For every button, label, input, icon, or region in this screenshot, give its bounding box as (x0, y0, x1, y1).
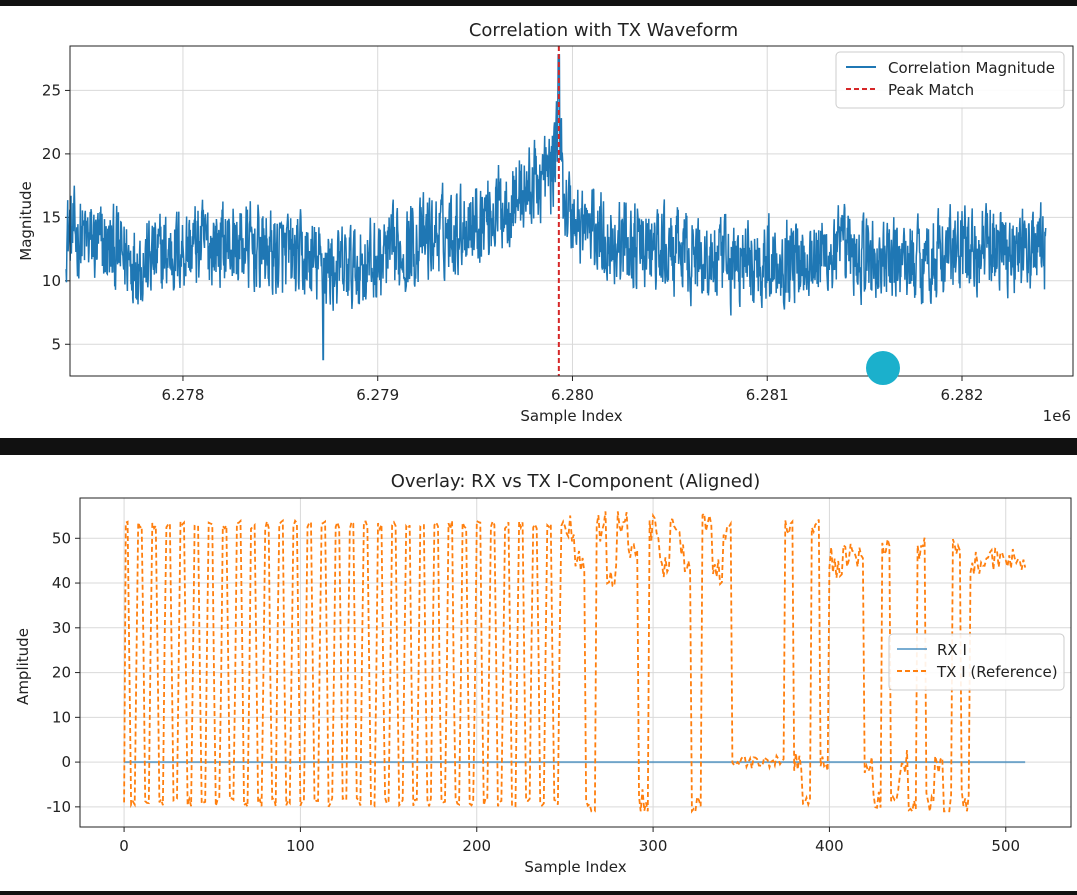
x-tick-label: 500 (991, 837, 1020, 855)
chart-title: Overlay: RX vs TX I-Component (Aligned) (391, 471, 761, 492)
cursor-indicator (866, 351, 900, 385)
y-tick-label: 20 (52, 664, 71, 682)
y-tick-label: 5 (51, 335, 61, 353)
overlay-chart-panel: 0 100 200 300 400 500 -10 0 10 20 30 40 50 Overlay: R… (0, 455, 1077, 891)
y-tick-label: 10 (42, 272, 61, 290)
y-axis-label: Magnitude (17, 181, 35, 260)
y-tick-label: 10 (52, 708, 71, 726)
legend-box (888, 633, 1065, 691)
legend-label-correlation-magnitude: Correlation Magnitude (888, 59, 1055, 77)
y-tick-label: 25 (42, 81, 61, 99)
y-tick-label: 20 (42, 145, 61, 163)
x-tick-label: 200 (462, 837, 491, 855)
x-axis-label: Sample Index (520, 407, 622, 425)
y-tick-label: 50 (52, 529, 71, 547)
x-tick-label: 100 (286, 837, 315, 855)
x-tick-label: 6.278 (161, 386, 204, 404)
x-tick-label: 6.282 (941, 386, 984, 404)
x-tick-label: 400 (815, 837, 844, 855)
plot-frame (79, 497, 1072, 828)
series-line-tx-i-reference (123, 511, 1027, 814)
plot-frame (69, 45, 1074, 377)
legend-label-tx-i-reference: TX I (Reference) (936, 663, 1058, 681)
x-tick-label: 6.279 (356, 386, 399, 404)
y-tick-label: -10 (47, 798, 72, 816)
legend-label-peak-match: Peak Match (888, 81, 974, 99)
y-axis-label: Amplitude (14, 628, 32, 705)
x-tick-label: 300 (639, 837, 668, 855)
x-tick-label: 6.280 (551, 386, 594, 404)
x-tick-label: 6.281 (746, 386, 789, 404)
legend-box (835, 51, 1065, 109)
y-tick-label: 40 (52, 574, 71, 592)
x-tick-label: 0 (119, 837, 129, 855)
legend-label-rx-i: RX I (937, 641, 967, 659)
x-axis-label: Sample Index (524, 858, 626, 876)
series-line-correlation-magnitude (65, 54, 1047, 361)
y-tick-label: 30 (52, 619, 71, 637)
y-tick-label: 15 (42, 208, 61, 226)
chart-title: Correlation with TX Waveform (469, 20, 738, 41)
correlation-chart: 6.278 6.279 6.280 6.281 6.282 5 10 15 20 25 Correl… (17, 20, 1074, 425)
overlay-chart: 0 100 200 300 400 500 -10 0 10 20 30 40 50 Overlay: R… (14, 471, 1072, 876)
correlation-chart-panel: 6.278 6.279 6.280 6.281 6.282 5 10 15 20 25 Correl… (0, 6, 1077, 438)
y-tick-label: 0 (61, 753, 71, 771)
x-offset-label: 1e6 (1043, 407, 1071, 425)
